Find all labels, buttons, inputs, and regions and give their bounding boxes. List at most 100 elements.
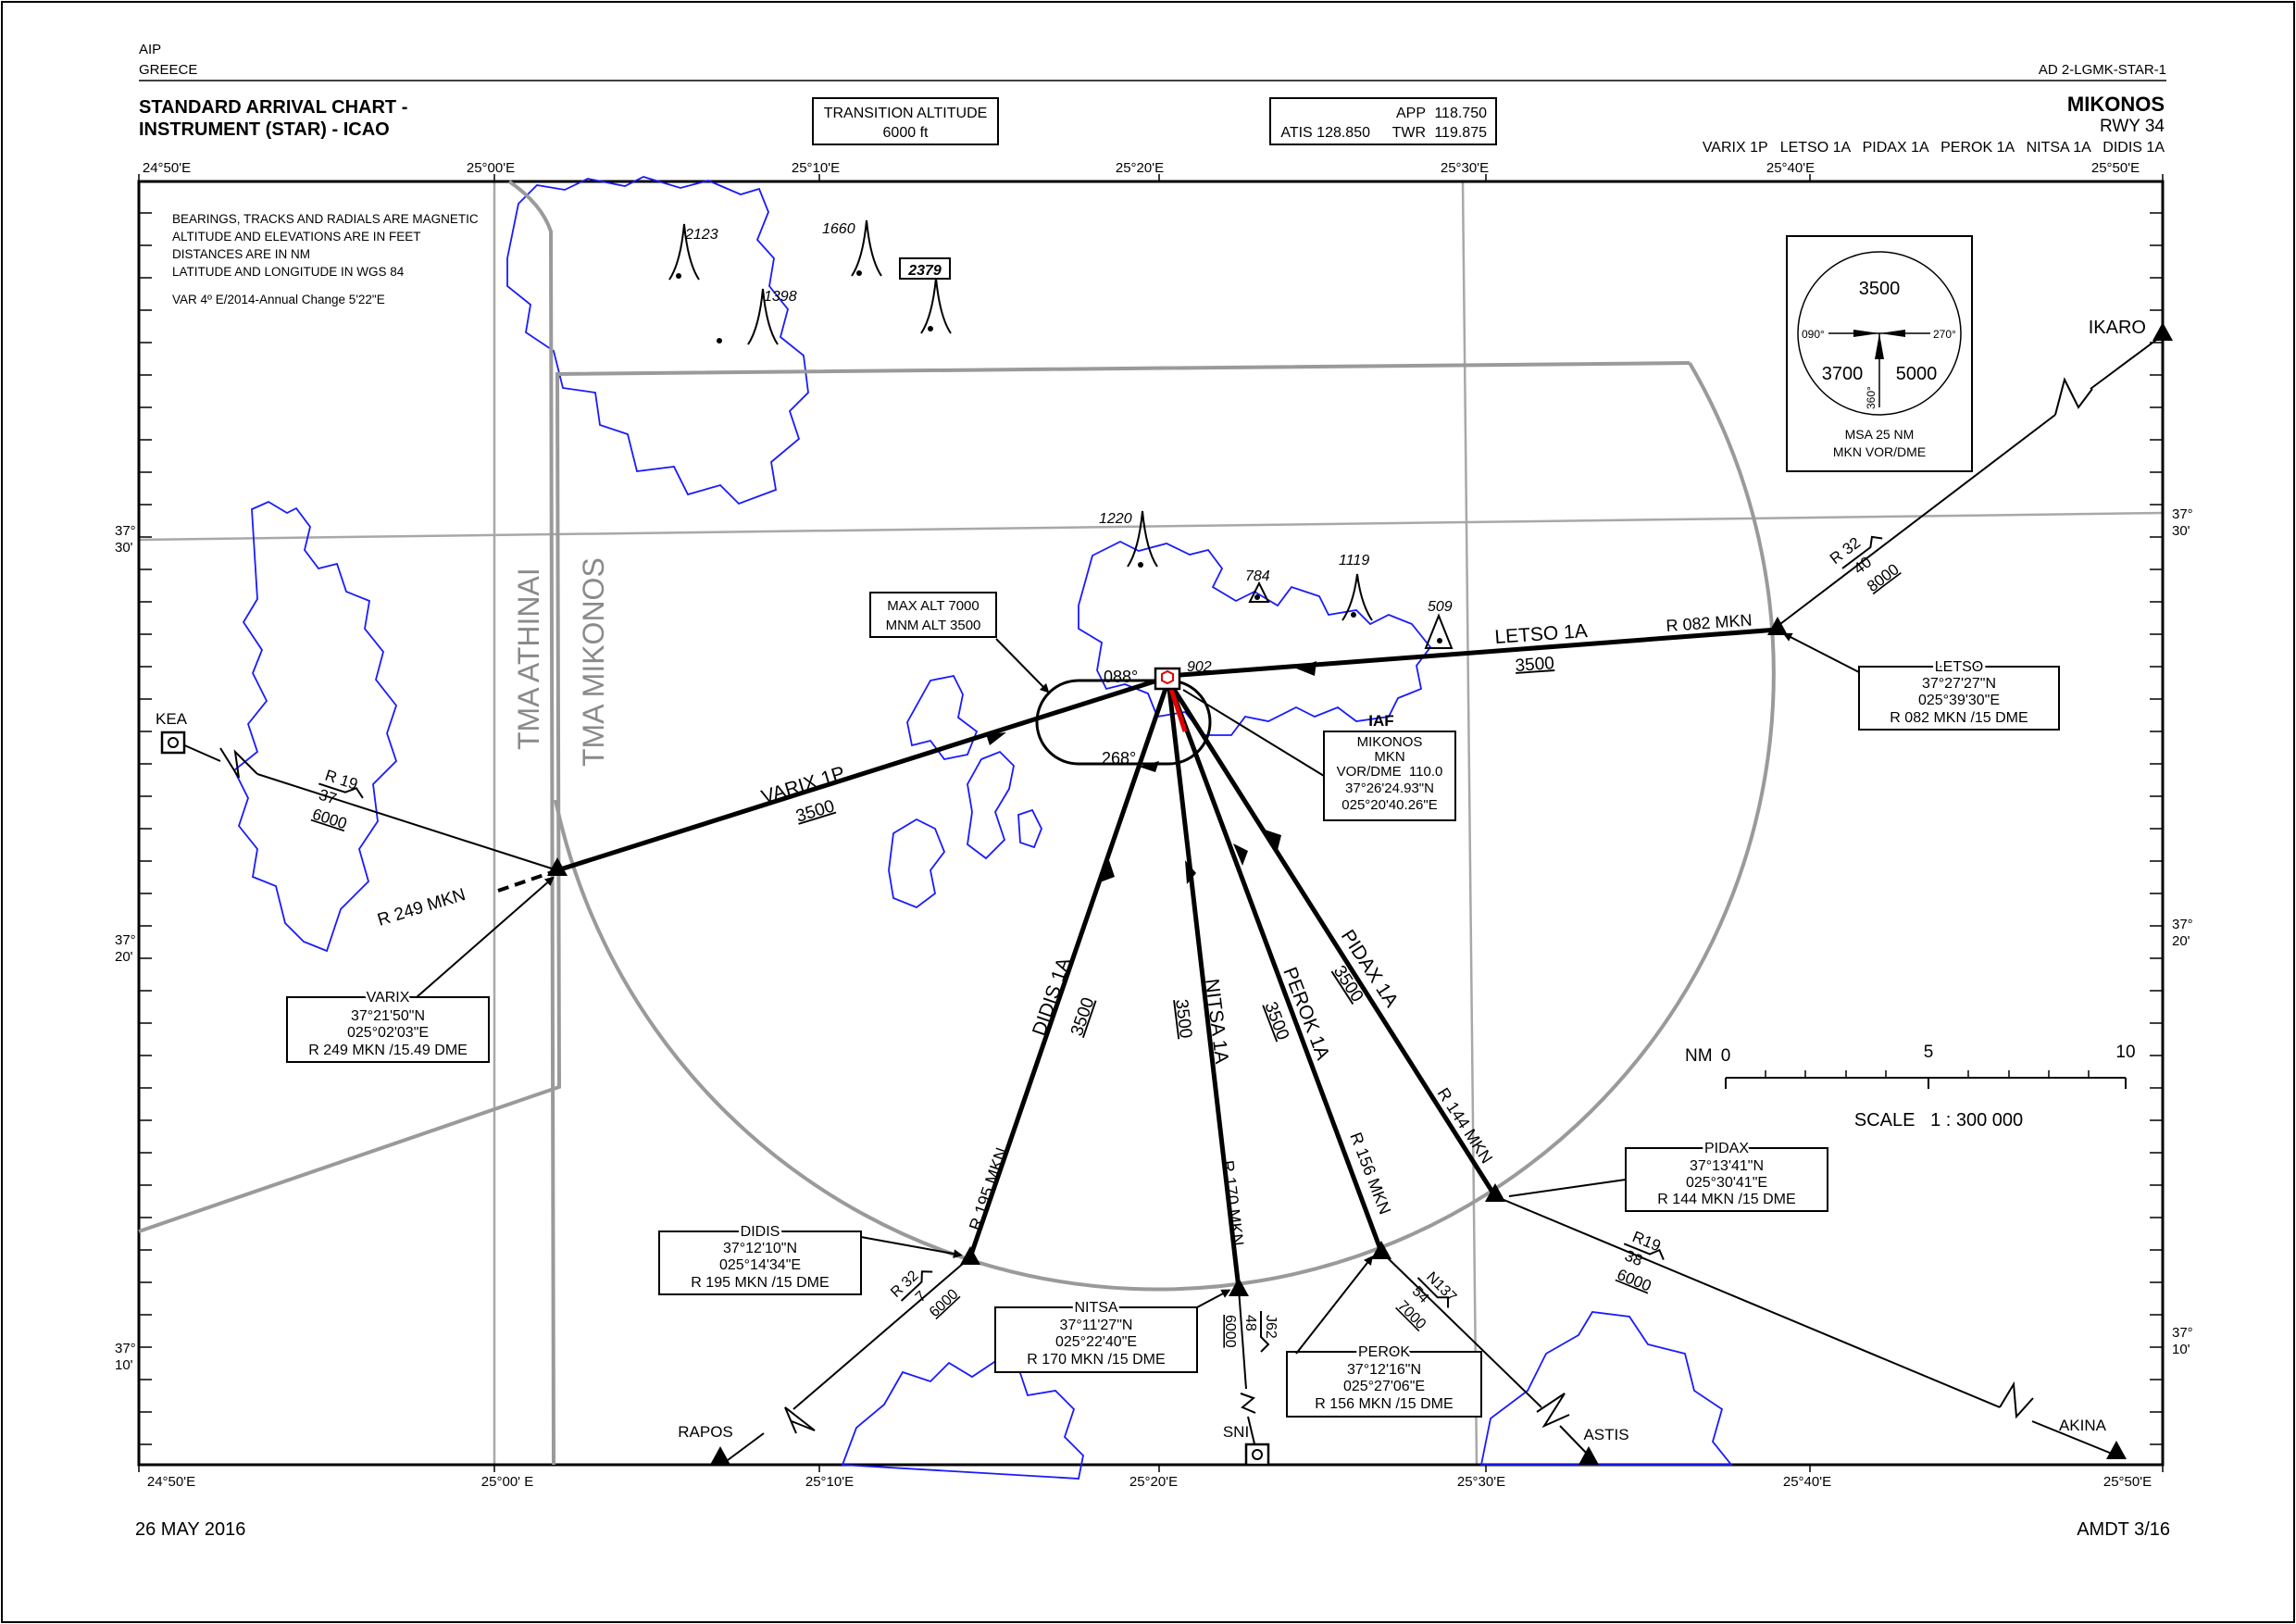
msa-bearing-090: 090° xyxy=(1802,328,1825,341)
peak-2379: 2379 xyxy=(899,257,952,334)
pidax-lat: 37°13'41"N xyxy=(1690,1158,1764,1174)
peak-1660: 1660 xyxy=(822,219,882,277)
vor-name: MIKONOS xyxy=(1357,734,1423,750)
kea-label: KEA xyxy=(156,710,188,728)
lat-deg-right-3: 37° xyxy=(2172,1325,2193,1341)
letso-name: LETSO xyxy=(1935,659,1983,675)
tma-athinai-boundary xyxy=(507,180,555,1466)
svg-text:1660: 1660 xyxy=(822,221,855,237)
island-syros-coast xyxy=(506,176,809,506)
holding-outbound-course: 268° xyxy=(1102,749,1136,768)
letso-radial: R 082 MKN /15 DME xyxy=(1890,710,2028,726)
lat-min-left-1: 30' xyxy=(115,540,133,556)
letso-lon: 025°39'30"E xyxy=(1918,693,2000,708)
tma-boundaries xyxy=(138,180,1776,1466)
lon-label-top-6: 25°40'E xyxy=(1766,160,1815,176)
astis-label: ASTIS xyxy=(1583,1426,1628,1443)
runway-label: RWY 34 xyxy=(2100,117,2165,136)
label-varix-1p: VARIX 1P xyxy=(759,763,848,808)
route-pidax-1a xyxy=(1166,679,1498,1198)
msa-sector-east: 5000 xyxy=(1896,364,1938,384)
letso-lat: 37°27'27"N xyxy=(1922,676,1996,692)
terrain-peaks: 2123 1660 2379 1398 1220 784 1119 509 xyxy=(668,219,1454,649)
note-3: DISTANCES ARE IN NM xyxy=(172,247,310,261)
mikonos-vor-symbol xyxy=(1154,667,1181,691)
nitsa-radial: R 170 MKN /15 DME xyxy=(1027,1352,1165,1368)
svg-text:48: 48 xyxy=(1242,1315,1258,1331)
peak-509: 509 xyxy=(1424,599,1454,649)
waypoints xyxy=(160,322,2173,1467)
waypoint-pidax xyxy=(1485,1183,1505,1202)
svg-text:1398: 1398 xyxy=(764,289,797,305)
fix-box-perok: PEROK 37°12'16"N 025°27'06"E R 156 MKN /… xyxy=(1286,1255,1482,1418)
akina-label: AKINA xyxy=(2059,1417,2107,1434)
varix-lat: 37°21'50"N xyxy=(351,1008,425,1024)
svg-text:37: 37 xyxy=(317,786,339,808)
feeder-r249-dashed xyxy=(497,868,558,893)
lon-label-top-7: 25°50'E xyxy=(2091,160,2140,176)
perok-lat: 37°12'16"N xyxy=(1347,1362,1421,1378)
msa-sector-west: 3700 xyxy=(1822,364,1864,384)
frequency-box: APP 118.750 ATIS 128.850 TWR 119.875 xyxy=(1269,97,1497,145)
didis-lat: 37°12'10"N xyxy=(723,1241,797,1256)
coastlines xyxy=(232,176,1733,1480)
nitsa-name: NITSA xyxy=(1074,1300,1117,1316)
peak-784: 784 xyxy=(1245,568,1270,603)
svg-text:784: 784 xyxy=(1245,568,1270,584)
feeder-ikaro xyxy=(1772,334,2164,631)
procedure-list: VARIX 1P LETSO 1A PIDAX 1A PEROK 1A NITS… xyxy=(1703,140,2165,156)
fix-box-pidax: PIDAX 37°13'41"N 025°30'41"E R 144 MKN /… xyxy=(1508,1138,1828,1212)
svg-text:509: 509 xyxy=(1428,599,1453,615)
lon-label-bottom-5: 25°30'E xyxy=(1457,1474,1505,1490)
island-kea-coast xyxy=(232,500,398,953)
vor-info-box: IAF MIKONOS MKN VOR/DME 110.0 37°26'24.9… xyxy=(1182,689,1456,821)
aip-label: AIP xyxy=(139,42,161,57)
pidax-name: PIDAX xyxy=(1704,1141,1749,1156)
tma-athinai-label: TMA ATHINAI xyxy=(512,568,545,750)
lon-label-top-3: 25°10'E xyxy=(792,160,840,176)
label-didis-alt: 3500 xyxy=(1067,995,1099,1039)
holding-pattern: 088° 268° 902 MAX ALT 7000 MNM ALT 3500 xyxy=(869,592,1212,772)
lat-min-left-2: 20' xyxy=(115,949,133,965)
waypoint-didis xyxy=(960,1246,980,1265)
didis-name: DIDIS xyxy=(741,1224,780,1240)
waypoint-varix xyxy=(547,857,568,876)
scale-bar: NM 0 5 10 SCALE 1 : 300 000 xyxy=(1685,1043,2136,1131)
route-didis-1a xyxy=(967,680,1171,1258)
feeder-routes xyxy=(173,334,2164,1464)
feeder-akina xyxy=(1494,1195,2117,1456)
lat-deg-right-2: 37° xyxy=(2172,917,2193,932)
feeder-sni-labels: J62 48 6000 xyxy=(1222,1311,1279,1353)
label-r144: R 144 MKN xyxy=(1434,1084,1496,1167)
svg-text:6000: 6000 xyxy=(310,806,349,833)
route-perok-1a xyxy=(1166,680,1384,1253)
lat-min-right-1: 30' xyxy=(2172,523,2190,539)
waypoint-ikaro xyxy=(2152,322,2173,341)
label-r195: R 195 MKN xyxy=(966,1145,1011,1232)
holding-inbound-course: 088° xyxy=(1104,668,1138,686)
scale-ratio: SCALE 1 : 300 000 xyxy=(1854,1110,2023,1131)
note-4: LATITUDE AND LONGITUDE IN WGS 84 xyxy=(172,265,405,279)
label-r170: R 170 MKN xyxy=(1218,1159,1247,1247)
app-frequency: 118.750 xyxy=(1434,106,1487,121)
svg-text:6000: 6000 xyxy=(1615,1266,1653,1295)
lon-label-bottom-2: 25°00' E xyxy=(481,1474,533,1490)
lon-label-bottom-1: 24°50'E xyxy=(147,1474,195,1490)
tma-mikonos-boundary xyxy=(138,361,1691,1233)
perok-radial: R 156 MKN /15 DME xyxy=(1315,1396,1453,1412)
map-frame xyxy=(137,180,2165,1467)
app-label: APP xyxy=(1396,106,1426,121)
didis-lon: 025°14'34"E xyxy=(719,1257,801,1273)
waypoint-perok xyxy=(1371,1241,1391,1259)
lon-label-top-1: 24°50'E xyxy=(143,160,191,176)
varix-name: VARIX xyxy=(367,990,410,1006)
waypoint-nitsa xyxy=(1229,1278,1249,1296)
ikaro-label: IKARO xyxy=(2089,318,2146,338)
pidax-lon: 025°30'41"E xyxy=(1686,1175,1767,1191)
peak-2123: 2123 xyxy=(668,223,718,281)
lat-deg-left-2: 37° xyxy=(115,932,136,948)
lon-label-bottom-4: 25°20'E xyxy=(1129,1474,1178,1490)
peak-1398: 1398 xyxy=(717,288,797,345)
feeder-rapos xyxy=(723,1256,971,1464)
